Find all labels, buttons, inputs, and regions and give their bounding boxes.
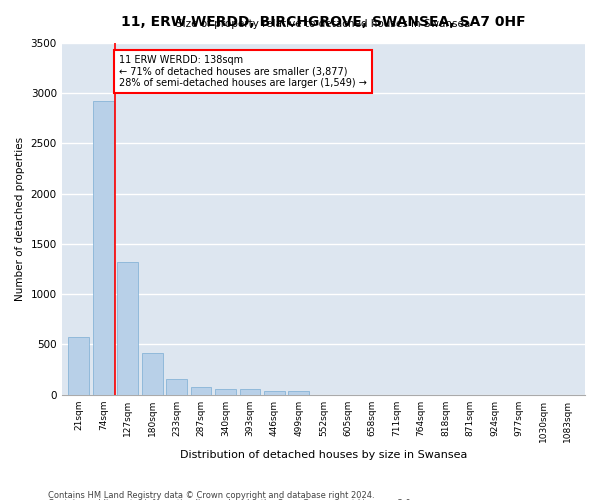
Bar: [289, 391, 309, 394]
Bar: [142, 354, 163, 395]
Bar: [264, 390, 285, 394]
Text: Contains HM Land Registry data © Crown copyright and database right 2024.: Contains HM Land Registry data © Crown c…: [48, 490, 374, 500]
Text: Size of property relative to detached houses in Swansea: Size of property relative to detached ho…: [176, 18, 470, 28]
Bar: [191, 386, 211, 394]
Bar: [239, 389, 260, 394]
Bar: [215, 388, 236, 394]
Bar: [93, 101, 113, 394]
Bar: [68, 338, 89, 394]
Text: 11 ERW WERDD: 138sqm
← 71% of detached houses are smaller (3,877)
28% of semi-de: 11 ERW WERDD: 138sqm ← 71% of detached h…: [119, 54, 367, 88]
Bar: [118, 262, 138, 394]
Bar: [166, 379, 187, 394]
Title: 11, ERW WERDD, BIRCHGROVE, SWANSEA, SA7 0HF: 11, ERW WERDD, BIRCHGROVE, SWANSEA, SA7 …: [121, 15, 526, 29]
X-axis label: Distribution of detached houses by size in Swansea: Distribution of detached houses by size …: [179, 450, 467, 460]
Y-axis label: Number of detached properties: Number of detached properties: [15, 136, 25, 300]
